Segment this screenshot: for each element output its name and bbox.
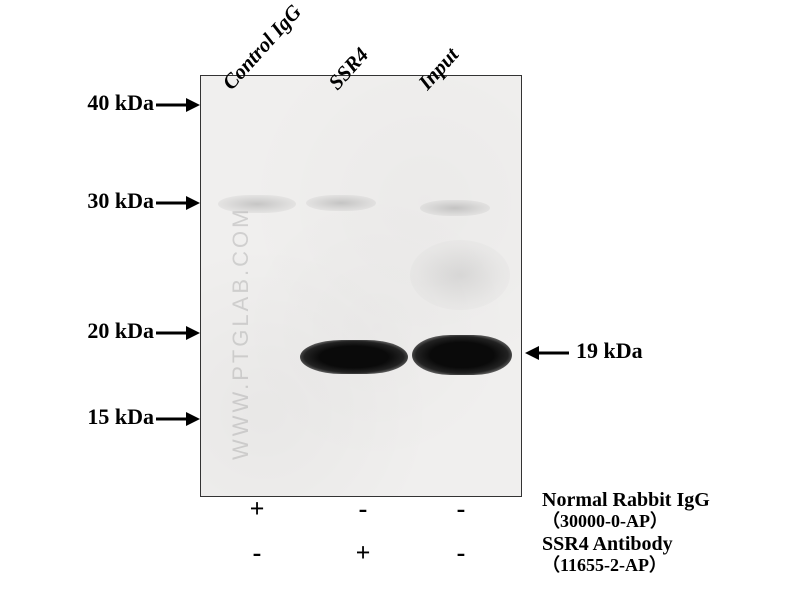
ab-label-main: Normal Rabbit IgG: [542, 489, 710, 511]
band-strong: [300, 340, 408, 374]
band-strong: [412, 335, 512, 375]
arrow-left-icon: [525, 344, 569, 362]
mw-label-20: 20 kDa: [64, 318, 154, 344]
arrow-icon: [156, 410, 200, 428]
ab-symbol: +: [242, 494, 272, 524]
watermark-text: WWW.PTGLAB.COM: [228, 207, 254, 460]
ab-symbol: -: [242, 538, 272, 568]
mw-label-30: 30 kDa: [64, 188, 154, 214]
arrow-icon: [156, 194, 200, 212]
arrow-icon: [156, 96, 200, 114]
arrow-icon: [156, 324, 200, 342]
ab-label-sub: （11655-2-AP）: [542, 555, 667, 575]
band-pointer-label: 19 kDa: [576, 338, 643, 364]
band-faint: [218, 195, 296, 213]
ab-label-main: SSR4 Antibody: [542, 533, 673, 555]
band-faint: [306, 195, 376, 211]
ab-symbol: +: [348, 538, 378, 568]
ab-symbol: -: [348, 494, 378, 524]
ab-symbol: -: [446, 494, 476, 524]
blot-smear: [410, 240, 510, 310]
ab-symbol: -: [446, 538, 476, 568]
figure-container: WWW.PTGLAB.COM Control IgG SSR4 Input 40…: [0, 0, 800, 600]
mw-label-15: 15 kDa: [64, 404, 154, 430]
ab-label-ssr4-antibody: SSR4 Antibody （11655-2-AP）: [542, 534, 673, 576]
mw-label-40: 40 kDa: [64, 90, 154, 116]
ab-label-normal-igg: Normal Rabbit IgG （30000-0-AP）: [542, 490, 710, 532]
ab-label-sub: （30000-0-AP）: [542, 511, 668, 531]
band-faint: [420, 200, 490, 216]
